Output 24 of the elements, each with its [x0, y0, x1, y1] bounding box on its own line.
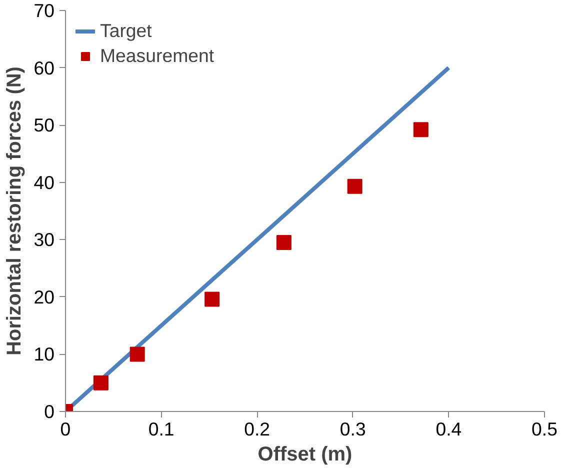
legend-label: Target — [100, 20, 152, 42]
y-tick-label: 20 — [34, 286, 55, 308]
x-tick-label: 0.2 — [244, 418, 270, 440]
y-tick-label: 40 — [34, 172, 55, 193]
x-tick-label: 0.3 — [340, 418, 366, 440]
x-tick-label: 0 — [60, 418, 71, 440]
x-tick-label: 0.4 — [436, 418, 462, 440]
legend-label: Measurement — [100, 45, 214, 67]
y-tick-label: 70 — [34, 0, 55, 21]
point — [130, 346, 145, 362]
y-tick-label: 0 — [44, 401, 55, 422]
y-axis-title: Horizontal restoring forces (N) — [4, 66, 26, 356]
x-tick-label: 0.1 — [148, 418, 174, 440]
point — [276, 235, 292, 250]
y-tick-label: 50 — [34, 114, 55, 136]
x-axis-title: Offset (m) — [258, 444, 352, 466]
point — [413, 122, 428, 138]
point — [347, 178, 362, 194]
point — [204, 292, 220, 307]
y-tick-label: 60 — [34, 57, 55, 78]
x-tick-label: 0.5 — [532, 418, 558, 440]
y-tick-label: 10 — [34, 344, 55, 365]
point — [93, 375, 108, 390]
y-tick-label: 30 — [34, 229, 55, 250]
